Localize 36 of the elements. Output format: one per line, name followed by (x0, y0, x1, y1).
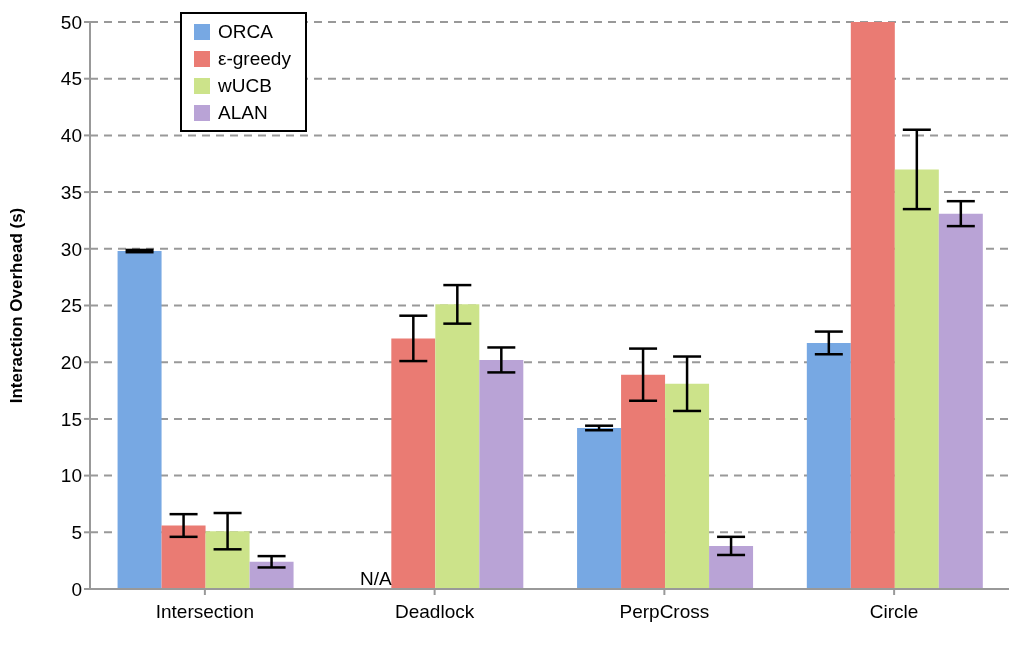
legend-label: ALAN (218, 101, 268, 125)
y-tick-label: 15 (60, 408, 82, 430)
y-tick-label: 5 (71, 522, 82, 544)
y-tick-label: 0 (71, 578, 82, 600)
x-tick-label: Deadlock (395, 601, 475, 623)
y-tick-label: 10 (60, 465, 82, 487)
bar (577, 427, 622, 589)
bar (850, 22, 895, 589)
x-tick-label: Intersection (155, 601, 254, 623)
legend-label: ε-greedy (218, 47, 291, 71)
x-tick-label: Circle (869, 601, 919, 623)
y-axis-title: Interaction Overhead (s) (7, 207, 27, 404)
bar (161, 525, 206, 589)
bar (249, 561, 294, 589)
legend-label: wUCB (218, 74, 272, 98)
x-tick-label: PerpCross (619, 601, 710, 623)
bar (391, 338, 436, 589)
y-tick-label: 30 (60, 238, 82, 260)
legend-label: ORCA (218, 20, 273, 44)
bar (117, 251, 162, 589)
y-tick-label: 50 (60, 11, 82, 33)
y-tick-label: 45 (60, 68, 82, 90)
y-tick-label: 35 (60, 181, 82, 203)
bar (665, 383, 710, 589)
bar (709, 545, 754, 589)
annotation: N/A (360, 568, 392, 590)
bar (205, 531, 250, 589)
bar (894, 169, 939, 589)
bar (806, 342, 851, 589)
y-tick-label: 25 (60, 295, 82, 317)
bar (479, 359, 524, 589)
bar (938, 213, 983, 589)
bar (435, 304, 480, 589)
y-tick-label: 40 (60, 125, 82, 147)
bar (621, 374, 666, 589)
y-tick-label: 20 (60, 351, 82, 373)
